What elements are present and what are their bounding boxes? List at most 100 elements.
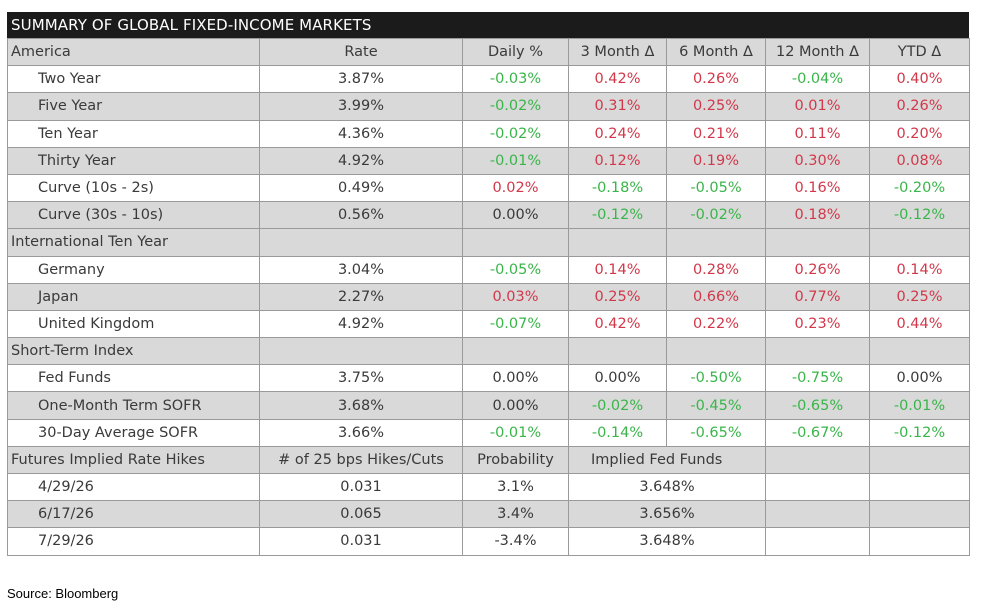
row-label: 30-Day Average SOFR <box>7 418 260 447</box>
ytd-change-cell: 0.26% <box>869 92 970 121</box>
meeting-date: 6/17/26 <box>7 500 260 529</box>
row-label: Japan <box>7 282 260 311</box>
m3-change-cell: 0.00% <box>568 364 667 393</box>
empty-cell <box>869 445 970 475</box>
row-label: Five Year <box>7 92 260 121</box>
rate-cell: 3.66% <box>259 418 463 447</box>
m12-change-cell: -0.75% <box>765 364 870 393</box>
table-row: Thirty Year 4.92% -0.01% 0.12% 0.19% 0.30% 0.0… <box>7 146 970 175</box>
ytd-change-cell: 0.14% <box>869 255 970 284</box>
implied-fed-funds-cell: 3.648% <box>568 527 766 556</box>
m6-change-cell: -0.02% <box>666 201 766 230</box>
short-term-section-row: Short-Term Index <box>7 337 970 366</box>
table-row: Two Year 3.87% -0.03% 0.42% 0.26% -0.04% 0.40% <box>7 65 970 94</box>
daily-change-cell: -0.02% <box>462 119 569 148</box>
row-label: Fed Funds <box>7 364 260 393</box>
source-note: Source: Bloomberg <box>7 586 119 601</box>
futures-column-header: Probability <box>462 445 569 475</box>
rate-cell: 4.92% <box>259 309 463 339</box>
ytd-change-cell: 0.25% <box>869 282 970 311</box>
m3-change-cell: 0.25% <box>568 282 667 311</box>
empty-cell <box>869 527 970 556</box>
empty-cell <box>259 228 463 257</box>
ytd-change-cell: 0.08% <box>869 146 970 175</box>
rate-cell: 4.92% <box>259 146 463 175</box>
table-row: Curve (30s - 10s) 0.56% 0.00% -0.12% -0.02% 0… <box>7 201 970 230</box>
m3-change-cell: -0.02% <box>568 391 667 420</box>
probability-cell: -3.4% <box>462 527 569 556</box>
america-column-header: Daily % <box>462 37 569 67</box>
m6-change-cell: -0.50% <box>666 364 766 393</box>
m6-change-cell: 0.28% <box>666 255 766 284</box>
m6-change-cell: -0.45% <box>666 391 766 420</box>
america-column-header: 3 Month Δ <box>568 37 667 67</box>
hikes-cell: 0.065 <box>259 500 463 529</box>
futures-column-header: Implied Fed Funds <box>568 445 766 475</box>
probability-cell: 3.4% <box>462 500 569 529</box>
m6-change-cell: 0.26% <box>666 65 766 94</box>
hikes-cell: 0.031 <box>259 472 463 502</box>
m3-change-cell: 0.14% <box>568 255 667 284</box>
empty-cell <box>568 337 667 366</box>
row-label: Two Year <box>7 65 260 94</box>
table-row: Ten Year 4.36% -0.02% 0.24% 0.21% 0.11% 0.20% <box>7 119 970 148</box>
m3-change-cell: 0.42% <box>568 309 667 339</box>
empty-cell <box>765 527 870 556</box>
empty-cell <box>869 472 970 502</box>
meeting-date: 7/29/26 <box>7 527 260 556</box>
m12-change-cell: -0.67% <box>765 418 870 447</box>
america-column-header: 6 Month Δ <box>666 37 766 67</box>
daily-change-cell: -0.03% <box>462 65 569 94</box>
daily-change-cell: 0.00% <box>462 201 569 230</box>
table-row: 30-Day Average SOFR 3.66% -0.01% -0.14% -0.6… <box>7 418 970 447</box>
implied-fed-funds-cell: 3.656% <box>568 500 766 529</box>
rate-cell: 0.49% <box>259 173 463 203</box>
daily-change-cell: 0.02% <box>462 173 569 203</box>
daily-change-cell: -0.01% <box>462 146 569 175</box>
m6-change-cell: 0.21% <box>666 119 766 148</box>
daily-change-cell: -0.07% <box>462 309 569 339</box>
m12-change-cell: 0.26% <box>765 255 870 284</box>
rate-cell: 3.87% <box>259 65 463 94</box>
futures-header-row: Futures Implied Rate Hikes # of 25 bps Hi… <box>7 445 970 475</box>
daily-change-cell: -0.01% <box>462 418 569 447</box>
rate-cell: 4.36% <box>259 119 463 148</box>
m3-change-cell: -0.18% <box>568 173 667 203</box>
m6-change-cell: -0.65% <box>666 418 766 447</box>
m3-change-cell: 0.12% <box>568 146 667 175</box>
daily-change-cell: 0.00% <box>462 391 569 420</box>
ytd-change-cell: 0.00% <box>869 364 970 393</box>
international-section-label: International Ten Year <box>7 228 260 257</box>
table-row: Germany 3.04% -0.05% 0.14% 0.28% 0.26% 0.14% <box>7 255 970 284</box>
ytd-change-cell: -0.20% <box>869 173 970 203</box>
empty-cell <box>869 228 970 257</box>
table-row: Five Year 3.99% -0.02% 0.31% 0.25% 0.01% 0.26% <box>7 92 970 121</box>
empty-cell <box>462 337 569 366</box>
ytd-change-cell: -0.12% <box>869 201 970 230</box>
america-column-header: YTD Δ <box>869 37 970 67</box>
row-label: Thirty Year <box>7 146 260 175</box>
table-row: 4/29/26 0.031 3.1% 3.648% <box>7 472 970 502</box>
row-label: Germany <box>7 255 260 284</box>
table-row: Curve (10s - 2s) 0.49% 0.02% -0.18% -0.05% 0.… <box>7 173 970 203</box>
m3-change-cell: 0.31% <box>568 92 667 121</box>
empty-cell <box>869 500 970 529</box>
america-column-header: 12 Month Δ <box>765 37 870 67</box>
empty-cell <box>765 228 870 257</box>
short-term-section-label: Short-Term Index <box>7 337 260 366</box>
implied-fed-funds-cell: 3.648% <box>568 472 766 502</box>
daily-change-cell: -0.02% <box>462 92 569 121</box>
empty-cell <box>765 472 870 502</box>
rate-cell: 3.04% <box>259 255 463 284</box>
hikes-cell: 0.031 <box>259 527 463 556</box>
m3-change-cell: -0.12% <box>568 201 667 230</box>
empty-cell <box>869 337 970 366</box>
table-row: 6/17/26 0.065 3.4% 3.656% <box>7 500 970 529</box>
table-row: 7/29/26 0.031 -3.4% 3.648% <box>7 527 970 556</box>
futures-section-label: Futures Implied Rate Hikes <box>7 445 260 475</box>
fixed-income-summary: SUMMARY OF GLOBAL FIXED-INCOME MARKETS A… <box>7 12 970 601</box>
m12-change-cell: 0.30% <box>765 146 870 175</box>
m6-change-cell: -0.05% <box>666 173 766 203</box>
